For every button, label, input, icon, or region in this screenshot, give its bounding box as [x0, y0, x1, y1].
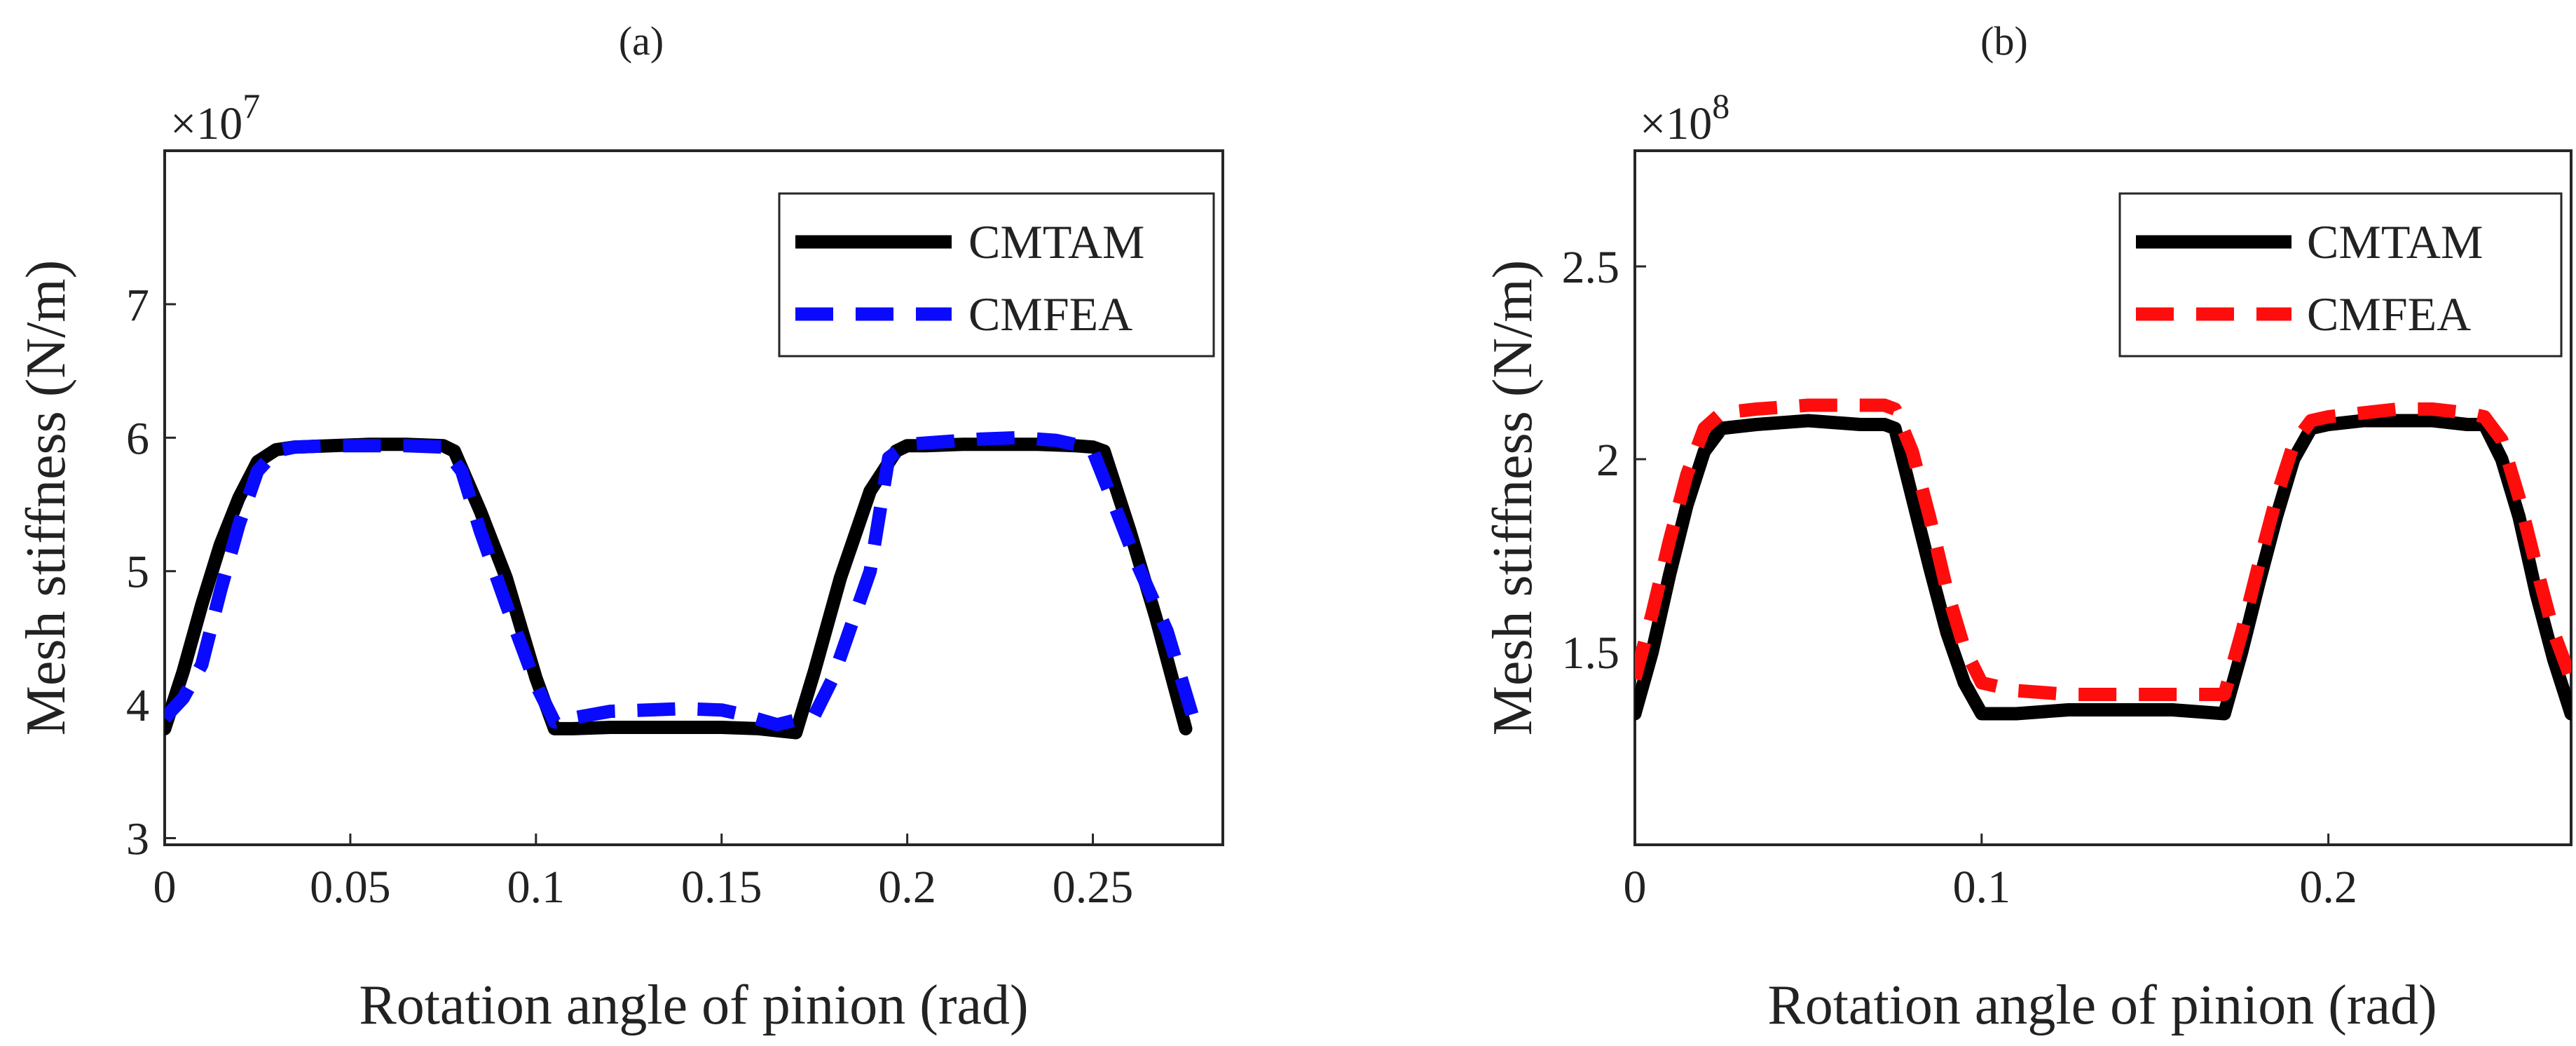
- panel-a-y-tick-label: 4: [126, 680, 149, 731]
- panel-a-x-tick-label: 0.2: [878, 862, 936, 913]
- panel-b-x-ticks: 0 0.1 0.2: [1624, 834, 2357, 913]
- panel-a-x-tick-label: 0.05: [310, 862, 391, 913]
- panel-a-series-cmtam-line: [165, 437, 1193, 740]
- panel-a-legend-box: [778, 192, 1215, 358]
- panel-b-y-tick-label: 1.5: [1562, 627, 1620, 679]
- panel-a-legend-label-cmfea: CMFEA: [968, 287, 1132, 341]
- panel-a-series-cmfea-line: [165, 430, 1200, 732]
- panel-a-plot-clip: [165, 430, 1200, 740]
- panel-b-series-cmtam-line: [1635, 414, 2571, 721]
- panel-b: (b) ×108 0 0.1 0.2 1.5 2 2.5 Rotation angle …: [1482, 18, 2572, 1036]
- panel-a-exponent-power: 7: [242, 86, 260, 125]
- panel-b-legend: CMTAM CMFEA: [2118, 192, 2563, 358]
- panel-a-y-ticks: 3 4 5 6 7: [126, 280, 176, 864]
- panel-b-x-tick-label: 0.2: [2299, 862, 2357, 913]
- panel-a-legend-label-cmtam: CMTAM: [968, 215, 1144, 269]
- panel-b-x-tick-label: 0.1: [1953, 862, 2011, 913]
- panel-b-exponent-base: ×10: [1640, 98, 1712, 149]
- panel-a-title: (a): [619, 18, 664, 64]
- panel-a-x-tick-label: 0.15: [681, 862, 762, 913]
- panel-a-exponent-base: ×10: [170, 98, 242, 149]
- panel-b-x-tick-label: 0: [1624, 862, 1647, 913]
- panel-a-y-tick-label: 7: [126, 280, 149, 331]
- panel-a-y-tick-label: 5: [126, 547, 149, 598]
- panel-b-exponent-power: 8: [1712, 86, 1729, 125]
- panel-a-y-tick-label: 6: [126, 413, 149, 464]
- panel-b-y-tick-label: 2.5: [1562, 242, 1620, 293]
- panel-b-series-cmfea-line: [1635, 398, 2571, 701]
- panel-b-legend-box: [2118, 192, 2563, 358]
- panel-a-x-tick-label: 0.25: [1053, 862, 1134, 913]
- panel-b-legend-label-cmtam: CMTAM: [2307, 215, 2483, 269]
- panel-b-legend-label-cmfea: CMFEA: [2307, 287, 2471, 341]
- panel-a-x-axis-label: Rotation angle of pinion (rad): [359, 974, 1028, 1036]
- panel-a-legend: CMTAM CMFEA: [778, 192, 1215, 358]
- panel-b-x-axis-label: Rotation angle of pinion (rad): [1767, 974, 2437, 1036]
- panel-b-title: (b): [1980, 18, 2028, 64]
- panel-b-y-tick-label: 2: [1596, 435, 1619, 486]
- panel-b-y-axis-label: Mesh stiffness (N/m): [1482, 260, 1544, 735]
- panel-a-x-tick-label: 0.1: [507, 862, 566, 913]
- panel-a-y-axis-label: Mesh stiffness (N/m): [15, 260, 77, 735]
- panel-b-y-ticks: 1.5 2 2.5: [1562, 242, 1646, 679]
- panel-a-x-tick-label: 0: [153, 862, 177, 913]
- panel-b-plot-clip: [1635, 398, 2571, 721]
- panel-a-x-ticks: 0 0.05 0.1 0.15 0.2 0.25: [153, 834, 1134, 913]
- panel-a-exponent: ×107: [170, 86, 260, 149]
- panel-b-exponent: ×108: [1640, 86, 1729, 149]
- panel-a-y-tick-label: 3: [126, 813, 149, 864]
